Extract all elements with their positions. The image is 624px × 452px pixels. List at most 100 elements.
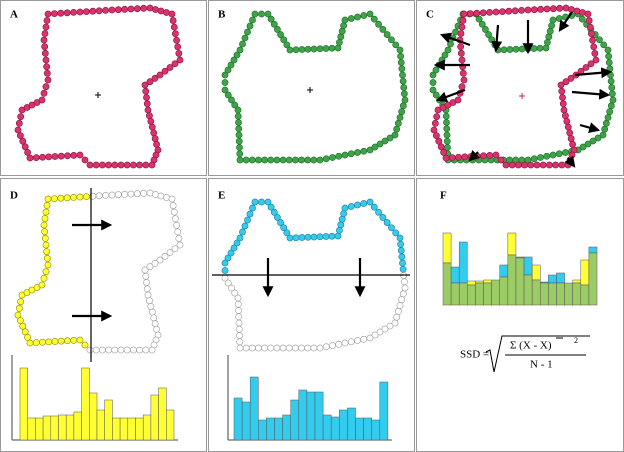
hist-bar (306, 391, 316, 441)
bead (95, 192, 103, 200)
bead (608, 90, 616, 98)
overlap-bar (531, 279, 541, 306)
bead (512, 45, 520, 53)
bead (354, 13, 361, 21)
bead (594, 134, 602, 142)
bead (393, 125, 401, 133)
bead (500, 46, 508, 54)
overlap-bar (572, 282, 582, 306)
bead (236, 144, 243, 151)
bead (16, 132, 24, 139)
bead (399, 71, 406, 79)
bead (291, 156, 299, 164)
bead (83, 193, 90, 200)
bead (604, 46, 612, 54)
bead (221, 86, 229, 94)
bead (545, 33, 553, 41)
bead (599, 131, 607, 139)
bead (17, 298, 25, 306)
bead (76, 336, 84, 344)
bead (366, 146, 374, 154)
bead (26, 339, 34, 347)
bead (480, 152, 487, 160)
arrow (579, 122, 601, 133)
bead (142, 87, 150, 95)
bead (455, 153, 462, 161)
bead (557, 81, 565, 89)
bead (140, 189, 148, 197)
bead (310, 233, 318, 241)
formula-numerator: Σ (X - X) (510, 340, 552, 352)
bead (548, 22, 555, 29)
bead (530, 155, 538, 163)
bead (43, 63, 51, 71)
bead (497, 156, 505, 164)
bead (117, 161, 125, 169)
bead (444, 46, 452, 54)
bead (298, 156, 305, 164)
bead (151, 259, 159, 267)
bead (264, 198, 272, 206)
bead (566, 129, 574, 137)
hist-bar (81, 367, 90, 441)
bead (70, 8, 77, 16)
bead (142, 272, 150, 280)
bead (176, 241, 184, 249)
panel (416, 178, 624, 452)
bead (267, 15, 275, 23)
bead (117, 346, 125, 354)
bead (15, 304, 23, 312)
bead (589, 36, 596, 44)
bead (556, 4, 564, 12)
bead (298, 344, 305, 352)
bead (376, 140, 384, 148)
bead (533, 161, 541, 169)
bead (486, 151, 494, 159)
bead (399, 102, 407, 110)
bead (537, 5, 545, 13)
bead (429, 71, 437, 79)
bead (76, 151, 84, 159)
bead (249, 204, 256, 212)
bead (563, 118, 571, 125)
bead (316, 156, 324, 164)
bead (24, 148, 31, 156)
bead (70, 336, 78, 344)
bead (105, 346, 112, 354)
bead (121, 5, 129, 13)
bead (360, 200, 368, 207)
bead (316, 233, 324, 241)
hist-bar (42, 415, 52, 441)
hist-bar (96, 409, 105, 441)
radical (485, 335, 590, 373)
bead (310, 45, 318, 53)
overlap-bar (507, 254, 517, 306)
bead (44, 76, 52, 84)
bead (173, 36, 180, 44)
bead (14, 311, 22, 319)
bead (45, 153, 53, 161)
bead (354, 149, 361, 156)
bead (322, 343, 330, 351)
bead (221, 71, 229, 79)
difference-bar (531, 264, 541, 281)
bead (388, 224, 395, 232)
bead (543, 5, 551, 13)
bead (40, 89, 48, 97)
bead (171, 60, 179, 68)
bead (440, 148, 447, 156)
bead (64, 337, 71, 345)
bead (398, 296, 406, 304)
bead (142, 161, 150, 169)
bead (562, 112, 569, 120)
bead (518, 6, 525, 14)
bead (144, 106, 152, 114)
bead (578, 15, 586, 23)
overlap-bar (450, 282, 460, 306)
bead (584, 140, 592, 148)
bead (92, 161, 100, 169)
bead (335, 226, 343, 234)
bead (221, 267, 229, 274)
bead (375, 208, 382, 216)
hist-bar (266, 417, 275, 441)
